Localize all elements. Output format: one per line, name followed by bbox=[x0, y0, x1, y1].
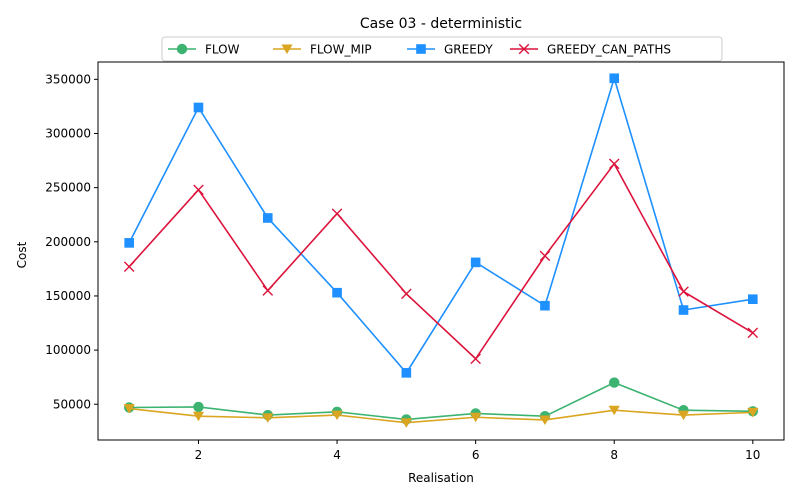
data-point-greedy-can-paths bbox=[331, 208, 343, 219]
data-point-greedy-can-paths bbox=[123, 261, 135, 272]
data-point-greedy-can-paths bbox=[193, 184, 204, 196]
y-tick-label: 300000 bbox=[45, 126, 91, 140]
data-point-greedy bbox=[124, 238, 134, 248]
data-point-greedy bbox=[470, 257, 481, 268]
data-point-flow-mip bbox=[608, 405, 620, 416]
data-point-flow-mip bbox=[123, 404, 135, 414]
y-tick-label: 350000 bbox=[45, 72, 91, 86]
series-line-greedy-can-paths bbox=[128, 162, 754, 360]
data-point-greedy bbox=[540, 300, 550, 311]
data-point-greedy bbox=[262, 213, 273, 223]
data-point-greedy bbox=[332, 287, 342, 298]
data-point-greedy-can-paths bbox=[539, 250, 551, 262]
data-point-greedy-can-paths bbox=[608, 158, 620, 170]
data-point-greedy bbox=[193, 102, 204, 113]
data-point-greedy-can-paths bbox=[401, 288, 412, 300]
data-point-flow-mip bbox=[262, 413, 274, 423]
series-greedy-can-paths bbox=[123, 158, 759, 365]
data-point-greedy-can-paths bbox=[678, 286, 689, 297]
legend-item-flow: FLOW bbox=[168, 43, 240, 57]
x-tick-label: 8 bbox=[610, 448, 618, 462]
y-tick-label: 250000 bbox=[45, 181, 91, 195]
y-tick-label: 150000 bbox=[45, 289, 91, 303]
axes: 2 4 6 8 10 50000 100000 150000 200000 250000 30000… bbox=[45, 61, 785, 462]
data-point-flow bbox=[193, 401, 204, 413]
legend-box bbox=[161, 36, 723, 62]
chart-title: Case 03 - deterministic bbox=[360, 16, 522, 32]
data-point-greedy bbox=[401, 368, 412, 378]
legend-marker-greedy bbox=[416, 44, 426, 54]
data-point-greedy-can-paths bbox=[470, 353, 481, 365]
legend-label-greedy: GREEDY bbox=[444, 43, 493, 57]
legend-marker-greedy-can-paths bbox=[518, 43, 530, 55]
data-point-greedy bbox=[609, 73, 620, 84]
data-point-greedy-can-paths bbox=[747, 327, 759, 339]
x-tick-label: 4 bbox=[333, 448, 341, 462]
data-point-flow-mip bbox=[400, 418, 412, 428]
data-point-flow-mip bbox=[470, 412, 482, 423]
series-greedy bbox=[124, 73, 758, 378]
series-line-flow-mip bbox=[129, 407, 753, 424]
data-point-greedy bbox=[748, 294, 758, 304]
y-tick-label: 200000 bbox=[45, 235, 91, 249]
data-point-flow-mip bbox=[747, 407, 759, 418]
y-tick-label: 50000 bbox=[53, 397, 91, 411]
legend-marker-flow-mip bbox=[281, 44, 293, 55]
data-point-flow-mip bbox=[539, 415, 551, 426]
data-point-greedy bbox=[678, 305, 689, 315]
series-line-greedy bbox=[128, 75, 753, 375]
data-point-flow-mip bbox=[677, 410, 690, 421]
x-tick-label: 6 bbox=[472, 448, 480, 462]
x-tick-label: 10 bbox=[745, 448, 760, 462]
legend-item-flow-mip: FLOW_MIP bbox=[273, 43, 372, 57]
legend-item-greedy-can-paths: GREEDY_CAN_PATHS bbox=[510, 43, 671, 57]
data-point-flow-mip bbox=[331, 410, 343, 421]
legend-marker-flow bbox=[176, 43, 188, 55]
y-tick-label: 100000 bbox=[45, 343, 91, 357]
legend: FLOW FLOW_MIP GREEDY GREEDY_CAN_PATHS bbox=[161, 36, 723, 62]
x-tick-label: 2 bbox=[195, 448, 203, 462]
axes-frame bbox=[97, 61, 785, 441]
plot-area bbox=[123, 73, 759, 428]
data-point-flow bbox=[609, 377, 620, 388]
x-axis-label: Realisation bbox=[408, 471, 474, 485]
data-point-greedy-can-paths bbox=[262, 285, 274, 296]
legend-label-greedy-can-paths: GREEDY_CAN_PATHS bbox=[547, 43, 671, 57]
legend-label-flow-mip: FLOW_MIP bbox=[310, 43, 372, 57]
y-axis-label: Cost bbox=[15, 241, 29, 268]
legend-item-greedy: GREEDY bbox=[407, 43, 493, 57]
data-point-flow-mip bbox=[192, 411, 205, 422]
legend-label-flow: FLOW bbox=[205, 43, 240, 57]
series-line-flow bbox=[129, 381, 753, 421]
series-flow-mip bbox=[123, 404, 759, 428]
